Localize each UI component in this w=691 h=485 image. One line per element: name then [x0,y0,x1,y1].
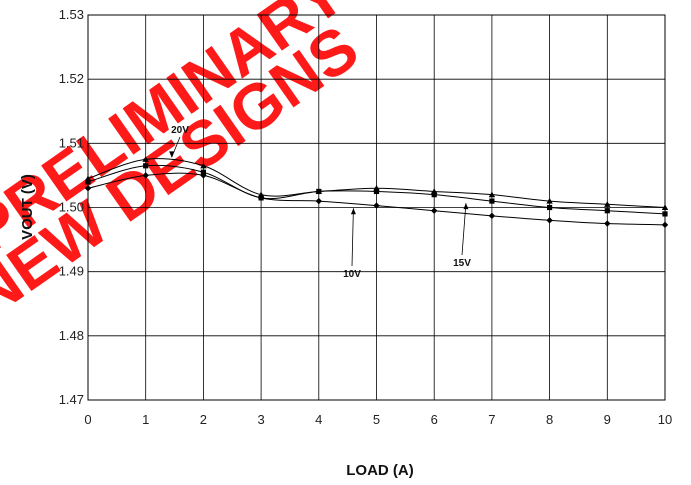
annotation-label: 15V [453,258,471,269]
series-10v-point [315,197,322,205]
series-10v-point [84,185,92,192]
series-10v-point [488,212,496,220]
series-10v-point [546,217,553,224]
series-10v-point [257,194,265,202]
y-tick-label: 1.49 [59,264,84,279]
x-tick-label: 9 [604,412,611,427]
annotation-arrowhead [169,151,175,158]
series-20v-point [546,197,553,204]
series-15v-point [489,198,495,204]
y-tick-label: 1.50 [59,200,84,215]
x-axis-title: LOAD (A) [346,462,414,479]
y-tick-label: 1.53 [59,7,84,22]
series-15v-point [604,208,610,214]
series-10v-point [661,221,669,229]
series-15v-point [547,204,553,211]
y-tick-label: 1.51 [59,135,84,150]
x-tick-label: 4 [315,412,322,427]
y-axis-title: VOUT (V) [19,174,36,240]
series-20v-point [200,162,207,169]
y-tick-label: 1.47 [59,392,84,407]
series-15v-point [316,188,322,195]
y-tick-label: 1.48 [59,328,84,343]
x-tick-label: 1 [142,412,149,427]
series-group [84,156,669,229]
series-10v-point [431,207,438,214]
x-tick-label: 5 [373,412,380,427]
x-tick-label: 10 [658,412,672,427]
series-20v-point [142,156,149,162]
series-15v-point [431,192,437,198]
x-tick-label: 2 [200,412,207,427]
x-tick-label: 3 [257,412,264,427]
series-10v-point [373,202,380,209]
series-10v-point [604,220,611,227]
series-15v-point [143,163,149,169]
series-10v-point [200,172,207,179]
series-15v-point [200,169,206,175]
series-20v-point [661,204,669,211]
annotation-leader [351,208,354,267]
series-10v-point [142,172,149,179]
annotation-arrowhead [463,203,469,210]
series-20v-point [604,201,611,207]
tick-labels: 0 1 2 3 4 5 6 7 8 9 10 1.53 1.52 1.51 1.50 1.49 1.48 1.47 [59,7,673,427]
x-tick-label: 6 [431,412,438,427]
x-tick-label: 7 [488,412,495,427]
annotation-label: 10V [343,269,361,280]
annotations: 20V 15V 10V [169,125,471,280]
y-tick-label: 1.52 [59,71,84,86]
series-20v-point [488,191,496,198]
annotation-arrowhead [350,208,356,215]
annotation-label: 20V [171,125,189,136]
x-tick-label: 0 [84,412,91,427]
series-15v-point [373,188,380,195]
annotation-leader [461,203,467,256]
series-15v-point [662,211,668,217]
series-15v-point [85,179,91,185]
x-tick-label: 8 [546,412,553,427]
